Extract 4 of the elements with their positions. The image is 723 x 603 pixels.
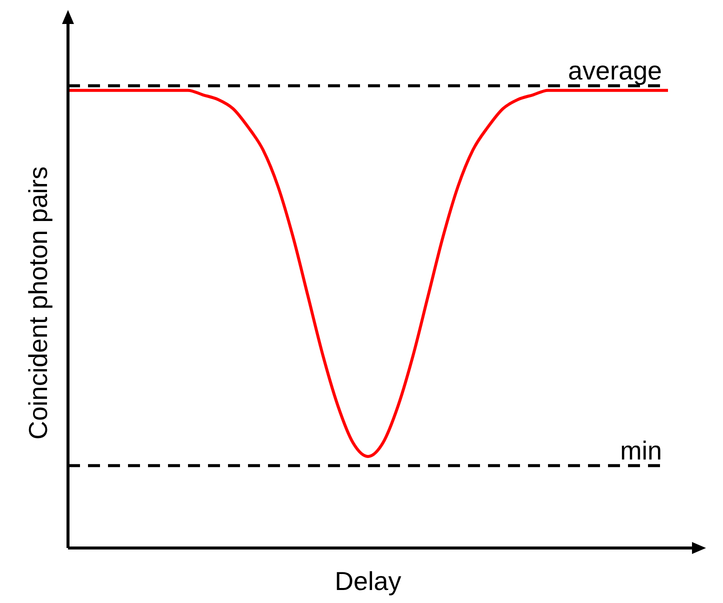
y-axis-title: Coincident photon pairs (23, 166, 54, 440)
ref-line-label: average (568, 56, 662, 86)
ref-line-label: min (620, 436, 662, 466)
x-axis-title: Delay (334, 566, 402, 596)
